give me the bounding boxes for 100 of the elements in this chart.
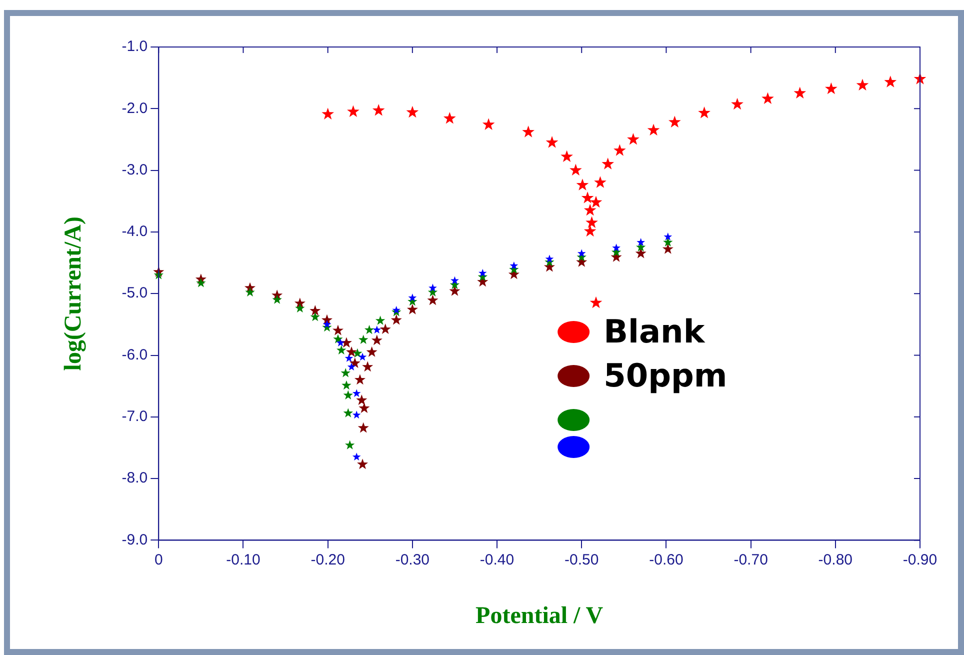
x-axis-title: Potential / V (476, 602, 604, 629)
point (372, 104, 385, 116)
point (310, 305, 321, 316)
point (346, 346, 358, 357)
point (372, 326, 382, 334)
point (362, 361, 374, 372)
x-tick-label: -0.10 (226, 551, 260, 568)
point (884, 76, 897, 88)
y-tick-label: -8.0 (122, 470, 148, 487)
point (294, 298, 306, 308)
x-tick-label: -0.70 (734, 551, 768, 568)
point (354, 374, 366, 385)
point (856, 78, 869, 90)
legend-label: Blank (604, 312, 706, 350)
point (560, 150, 573, 162)
y-tick-label: -9.0 (122, 531, 148, 548)
point (340, 368, 350, 378)
point (443, 112, 456, 124)
point (357, 458, 368, 470)
point (358, 422, 369, 433)
point (356, 394, 368, 405)
point (340, 337, 352, 348)
x-tick-label: -0.90 (902, 551, 938, 568)
point (590, 296, 602, 308)
point (272, 294, 282, 304)
point (343, 408, 353, 418)
point (627, 132, 640, 145)
point (577, 249, 586, 258)
x-tick-label: -0.80 (818, 551, 853, 568)
point (322, 108, 334, 120)
point (450, 276, 459, 284)
point (663, 237, 673, 247)
point (408, 294, 417, 302)
point (344, 354, 354, 362)
point (576, 178, 589, 190)
point (364, 324, 374, 334)
point (392, 306, 401, 314)
x-tick-label: -0.30 (395, 551, 430, 568)
point (647, 124, 660, 136)
point (375, 316, 386, 325)
point (406, 304, 418, 314)
point (336, 345, 346, 354)
y-tick-label: -7.0 (122, 408, 148, 426)
point (664, 232, 672, 240)
point (428, 284, 437, 292)
point (482, 118, 495, 130)
point (762, 92, 774, 104)
point (594, 176, 606, 188)
x-tick-label: -0.20 (310, 551, 345, 568)
point (390, 314, 402, 325)
point (586, 216, 598, 228)
point (581, 192, 594, 204)
point (584, 204, 596, 216)
x-tick-label: 0 (154, 551, 163, 568)
point (545, 254, 554, 263)
point (584, 224, 596, 237)
point (352, 452, 361, 461)
point (731, 98, 744, 110)
point (590, 196, 602, 208)
point (794, 86, 806, 98)
point (522, 126, 535, 138)
point (295, 303, 305, 313)
y-tick-label: -6.0 (122, 346, 148, 364)
point (310, 312, 320, 322)
point (343, 390, 353, 400)
point (358, 352, 367, 361)
point (347, 105, 360, 117)
point (635, 248, 646, 258)
point (344, 440, 355, 450)
y-tick-label: -3.0 (122, 161, 148, 178)
point (358, 402, 370, 413)
point (824, 82, 838, 94)
x-tick-label: -0.40 (480, 551, 514, 568)
point (336, 338, 345, 346)
point (662, 243, 674, 254)
point (602, 158, 614, 170)
point (636, 238, 646, 246)
x-tick-label: -0.60 (649, 551, 684, 568)
point (322, 320, 332, 328)
point (406, 106, 419, 118)
point (245, 287, 255, 296)
point (352, 389, 361, 398)
point (332, 324, 344, 336)
point (427, 294, 438, 306)
point (612, 244, 620, 252)
y-tick-label: -4.0 (122, 223, 148, 240)
point (366, 346, 378, 357)
legend-label: 50ppm (604, 356, 728, 394)
point (352, 410, 361, 419)
point (358, 334, 368, 344)
point (371, 334, 382, 346)
y-tick-label: -2.0 (122, 100, 148, 117)
point (668, 116, 681, 128)
point (478, 268, 487, 277)
point (546, 136, 558, 148)
x-tick-label: -0.50 (564, 551, 599, 568)
point (698, 106, 710, 118)
point (510, 261, 518, 270)
y-tick-label: -5.0 (122, 284, 148, 302)
y-tick-label: -1.0 (122, 38, 148, 56)
